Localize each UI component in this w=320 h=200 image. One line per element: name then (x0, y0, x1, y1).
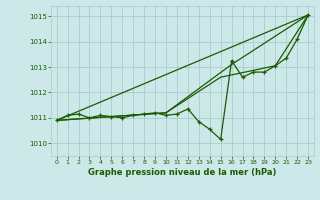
X-axis label: Graphe pression niveau de la mer (hPa): Graphe pression niveau de la mer (hPa) (88, 168, 276, 177)
